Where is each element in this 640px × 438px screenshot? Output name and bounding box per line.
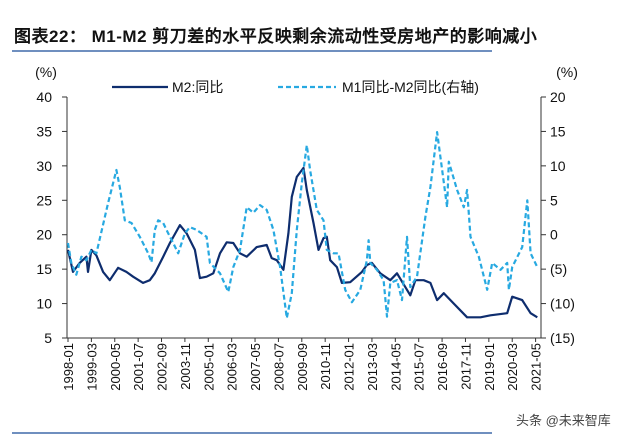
x-tick-label: 2008-07 bbox=[271, 343, 286, 391]
left-tick-label: 15 bbox=[36, 261, 52, 277]
legend-spread-label: M1同比-M2同比(右轴) bbox=[342, 79, 479, 95]
x-tick-label: 2002-09 bbox=[155, 343, 170, 391]
left-axis-unit: (%) bbox=[35, 64, 57, 80]
x-tick-label: 2017-11 bbox=[458, 343, 473, 390]
left-tick-label: 20 bbox=[36, 227, 52, 243]
x-tick-label: 2016-09 bbox=[435, 343, 450, 391]
left-tick-label: 30 bbox=[36, 158, 52, 174]
right-tick-label: (15) bbox=[550, 330, 575, 346]
right-tick-label: 0 bbox=[550, 227, 558, 243]
title-underline bbox=[12, 50, 492, 52]
right-tick-label: (10) bbox=[550, 296, 575, 312]
watermark: 头条 @未来智库 bbox=[516, 413, 611, 428]
x-tick-label: 2014-05 bbox=[388, 343, 403, 391]
x-tick-label: 2001-07 bbox=[131, 343, 146, 391]
x-tick-label: 2003-11 bbox=[178, 343, 193, 390]
right-tick-label: 20 bbox=[550, 89, 566, 105]
x-tick-label: 2012-01 bbox=[342, 343, 357, 391]
m1-m2-spread-line bbox=[66, 131, 539, 320]
right-tick-label: 15 bbox=[550, 123, 566, 139]
legend-m2-label: M2:同比 bbox=[172, 79, 223, 95]
x-tick-label: 2007-05 bbox=[248, 343, 263, 391]
x-tick-label: 1998-01 bbox=[61, 343, 76, 391]
left-tick-label: 35 bbox=[36, 123, 52, 139]
left-tick-label: 10 bbox=[36, 296, 52, 312]
x-tick-label: 2019-01 bbox=[482, 343, 497, 391]
chart-title: 图表22： M1-M2 剪刀差的水平反映剩余流动性受房地产的影响减小 bbox=[14, 27, 538, 46]
right-tick-label: 10 bbox=[550, 158, 566, 174]
x-tick-label: 2010-11 bbox=[318, 343, 333, 390]
left-tick-label: 40 bbox=[36, 89, 52, 105]
x-tick-label: 2015-07 bbox=[412, 343, 427, 391]
bottom-rule bbox=[12, 432, 492, 434]
x-tick-label: 1999-03 bbox=[84, 343, 99, 391]
left-tick-label: 25 bbox=[36, 192, 52, 208]
right-tick-label: 5 bbox=[550, 192, 558, 208]
right-tick-label: (5) bbox=[550, 261, 567, 277]
x-tick-label: 2000-05 bbox=[108, 343, 123, 391]
x-tick-label: 2005-01 bbox=[201, 343, 216, 391]
x-tick-label: 2009-09 bbox=[295, 343, 310, 391]
x-tick-label: 2021-05 bbox=[529, 343, 544, 391]
left-tick-label: 5 bbox=[44, 330, 52, 346]
x-tick-label: 2006-03 bbox=[225, 343, 240, 391]
right-axis-unit: (%) bbox=[556, 64, 578, 80]
x-tick-label: 2013-03 bbox=[365, 343, 380, 391]
x-tick-label: 2020-03 bbox=[505, 343, 520, 391]
